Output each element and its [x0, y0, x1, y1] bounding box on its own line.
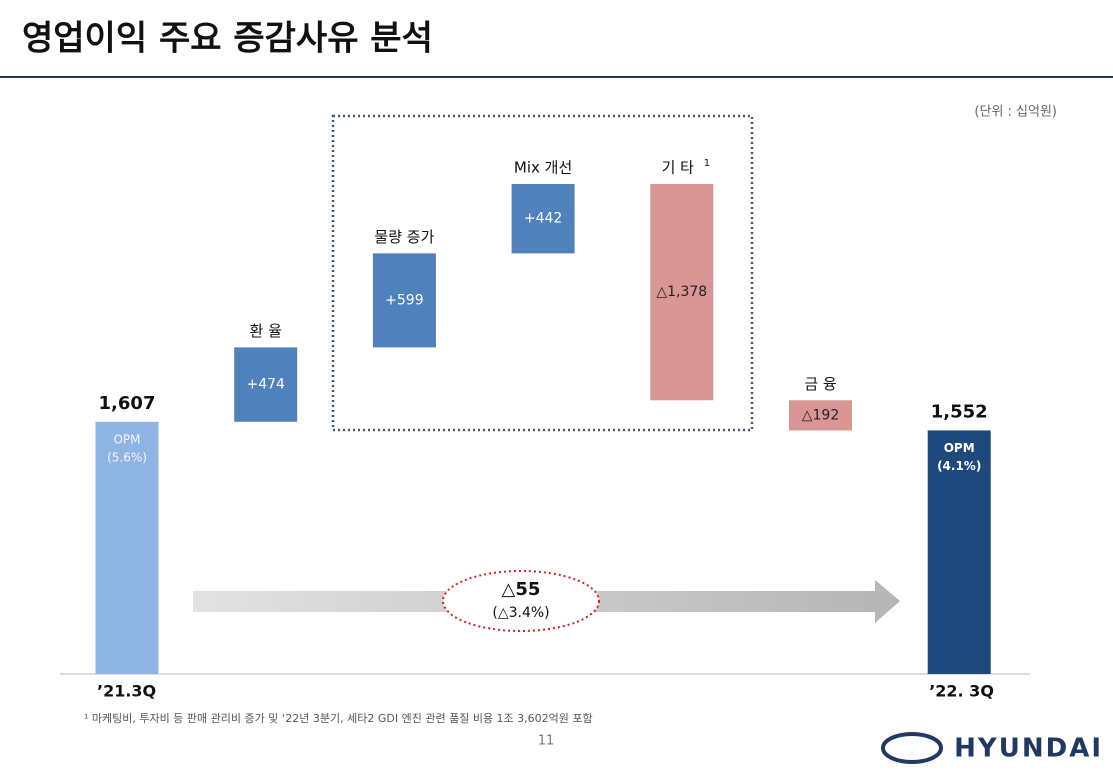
logo: HYUNDAI [881, 732, 1103, 764]
change-percent: (△3.4%) [492, 605, 549, 621]
value-label: △1,378 [656, 284, 707, 300]
value-label: +442 [524, 211, 562, 227]
group-box [331, 114, 754, 432]
unit-label: (단위 : 십억원) [974, 105, 1057, 120]
bar [372, 253, 436, 348]
logo-mark [881, 732, 943, 764]
change-value: △55 [502, 579, 541, 600]
opm-value: (5.6%) [107, 450, 147, 464]
category-label: Mix 개선 [514, 159, 572, 177]
category-label: ’21.3Q [97, 682, 156, 701]
value-label: 1,607 [99, 393, 156, 414]
category-label: 금 융 [804, 375, 836, 393]
category-label: 물량 증가 [374, 228, 434, 246]
opm-label: OPM [944, 441, 975, 455]
value-label: +474 [246, 377, 285, 393]
bar [789, 400, 852, 431]
page-number: 11 [538, 734, 555, 749]
footnote: ¹ 마케팅비, 투자비 등 판매 관리비 증가 및 ‘22년 3분기, 세타2 … [84, 712, 593, 725]
opm-label: OPM [113, 432, 140, 446]
title: 영업이익 주요 증감사유 분석 [22, 19, 433, 59]
logo-text: HYUNDAI [954, 734, 1103, 764]
bar [511, 184, 575, 254]
bar [650, 184, 714, 401]
category-label: ’22. 3Q [929, 682, 994, 701]
category-label: 환 율 [250, 322, 282, 340]
bar [234, 347, 298, 422]
bar [927, 430, 991, 674]
category-label: 기 타 [662, 159, 695, 177]
bar [95, 421, 159, 674]
superscript: 1 [704, 158, 710, 169]
value-label: △192 [802, 407, 840, 423]
value-label: +599 [385, 292, 423, 308]
change-ellipse [442, 570, 600, 632]
opm-value: (4.1%) [937, 459, 981, 473]
value-label: 1,552 [931, 401, 988, 422]
